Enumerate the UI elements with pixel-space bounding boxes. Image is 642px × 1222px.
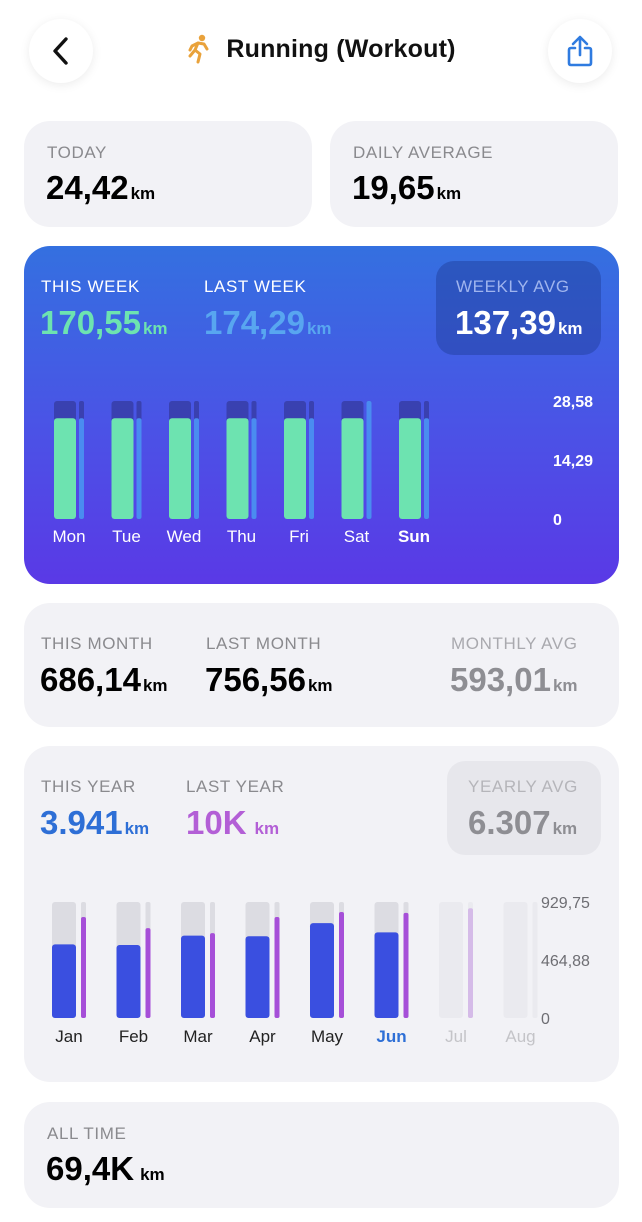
bar-previous-Feb[interactable] bbox=[145, 928, 151, 1018]
today-label: TODAY bbox=[47, 143, 107, 162]
category-label-Mar: Mar bbox=[183, 1027, 213, 1046]
monthly-average-value: 593,01 km bbox=[450, 661, 578, 698]
bar-current-Sat[interactable] bbox=[341, 418, 364, 519]
header: Running (Workout) bbox=[0, 0, 642, 104]
weekly-bar-chart: Mon Tue Wed Thu Fri Sat Sun 28,58 14,29 0 bbox=[52, 394, 593, 546]
category-label-Wed: Wed bbox=[167, 527, 202, 546]
monthly-bar-chart: Jan Feb Mar Apr May Jun Jul Aug 929,75 464,88 0 bbox=[52, 895, 590, 1046]
bar-previous-Mon[interactable] bbox=[79, 418, 84, 519]
bar-previous-Fri[interactable] bbox=[309, 418, 314, 519]
last-year-label: LAST YEAR bbox=[186, 777, 285, 796]
category-label-Sun: Sun bbox=[398, 527, 430, 546]
share-icon bbox=[567, 35, 593, 67]
this-month-label: THIS MONTH bbox=[41, 634, 153, 653]
bar-current-Jun[interactable] bbox=[374, 932, 399, 1018]
category-label-May: May bbox=[311, 1027, 344, 1046]
weekly-average-label: WEEKLY AVG bbox=[456, 277, 570, 296]
bar-previous-Apr[interactable] bbox=[274, 916, 280, 1018]
bar-previous-Sun[interactable] bbox=[424, 418, 429, 519]
last-week-value: 174,29 km bbox=[204, 304, 332, 341]
bar-current-Fri[interactable] bbox=[284, 418, 306, 519]
this-year-value: 3.941 km bbox=[40, 804, 150, 841]
category-label-Fri: Fri bbox=[289, 527, 309, 546]
this-week-value: 170,55 km bbox=[40, 304, 168, 341]
this-month-value: 686,14 km bbox=[40, 661, 168, 698]
last-week-label: LAST WEEK bbox=[204, 277, 307, 296]
yearly-average-label: YEARLY AVG bbox=[468, 777, 578, 796]
yearly-average-box: YEARLY AVG 6.307 km bbox=[447, 761, 601, 855]
category-label-Feb: Feb bbox=[119, 1027, 148, 1046]
today-card[interactable]: TODAY 24,42 km bbox=[24, 121, 312, 227]
bar-previous-Tue[interactable] bbox=[136, 418, 142, 519]
capacity-track-prev-Aug bbox=[532, 902, 538, 1018]
bar-previous-May[interactable] bbox=[339, 911, 344, 1018]
category-label-Sat: Sat bbox=[344, 527, 370, 546]
category-label-Thu: Thu bbox=[227, 527, 256, 546]
bar-current-Mon[interactable] bbox=[54, 418, 76, 519]
monthly-average-label: MONTHLY AVG bbox=[451, 634, 578, 653]
category-label-Jan: Jan bbox=[55, 1027, 82, 1046]
bar-current-Thu[interactable] bbox=[226, 418, 249, 519]
capacity-track-Aug bbox=[503, 902, 528, 1018]
bar-current-Sun[interactable] bbox=[399, 418, 421, 519]
chevron-left-icon bbox=[53, 37, 68, 65]
share-button[interactable] bbox=[548, 19, 612, 83]
y-tick-label: 929,75 bbox=[541, 895, 590, 912]
page-title: Running (Workout) bbox=[226, 34, 456, 63]
category-label-Apr: Apr bbox=[249, 1027, 276, 1046]
category-label-Aug: Aug bbox=[505, 1027, 535, 1046]
title-row: Running (Workout) bbox=[0, 34, 642, 64]
category-label-Jun: Jun bbox=[376, 1027, 406, 1046]
all-time-value: 69,4K km bbox=[46, 1150, 165, 1187]
this-week-label: THIS WEEK bbox=[41, 277, 140, 296]
category-label-Mon: Mon bbox=[52, 527, 85, 546]
category-label-Jul: Jul bbox=[445, 1027, 467, 1046]
weekly-average-box: WEEKLY AVG 137,39 km bbox=[436, 261, 601, 355]
daily-average-card[interactable]: DAILY AVERAGE 19,65 km bbox=[330, 121, 618, 227]
bar-current-May[interactable] bbox=[310, 923, 334, 1018]
bar-previous-Jul[interactable] bbox=[468, 908, 473, 1018]
last-month-value: 756,56 km bbox=[205, 661, 333, 698]
bar-current-Feb[interactable] bbox=[116, 945, 141, 1018]
bar-current-Wed[interactable] bbox=[169, 418, 191, 519]
running-figure-icon bbox=[188, 34, 209, 64]
y-tick-label: 0 bbox=[541, 1011, 550, 1028]
bar-previous-Jan[interactable] bbox=[81, 916, 86, 1018]
all-time-label: ALL TIME bbox=[47, 1124, 127, 1143]
last-month-label: LAST MONTH bbox=[206, 634, 322, 653]
y-tick-label: 464,88 bbox=[541, 953, 590, 970]
bar-current-Apr[interactable] bbox=[245, 936, 270, 1018]
y-tick-label: 0 bbox=[553, 512, 562, 529]
today-value: 24,42 km bbox=[46, 169, 156, 206]
bar-current-Jan[interactable] bbox=[52, 944, 76, 1018]
weekly-average-value: 137,39 km bbox=[455, 304, 583, 341]
category-label-Tue: Tue bbox=[112, 527, 141, 546]
bar-previous-Jun[interactable] bbox=[403, 912, 409, 1018]
back-button[interactable] bbox=[29, 19, 93, 83]
capacity-track-prev-Jul bbox=[468, 902, 473, 1018]
bar-previous-Mar[interactable] bbox=[210, 933, 215, 1018]
bar-previous-Thu[interactable] bbox=[251, 418, 257, 519]
bar-current-Tue[interactable] bbox=[111, 418, 134, 519]
daily-average-label: DAILY AVERAGE bbox=[353, 143, 494, 162]
y-tick-label: 14,29 bbox=[553, 453, 593, 470]
capacity-track-Jul bbox=[439, 902, 463, 1018]
last-year-value: 10K km bbox=[186, 804, 280, 841]
bar-previous-Sat[interactable] bbox=[366, 401, 372, 519]
all-time-card[interactable]: ALL TIME 69,4K km bbox=[24, 1102, 619, 1208]
bar-current-Mar[interactable] bbox=[181, 935, 205, 1018]
this-year-label: THIS YEAR bbox=[41, 777, 136, 796]
daily-average-value: 19,65 km bbox=[352, 169, 462, 206]
month-card[interactable]: THIS MONTH 686,14 km LAST MONTH 756,56 km … bbox=[24, 603, 619, 727]
y-tick-label: 28,58 bbox=[553, 394, 593, 411]
bar-previous-Wed[interactable] bbox=[194, 418, 199, 519]
year-card[interactable]: THIS YEAR 3.941 km LAST YEAR 10K km YEARLY… bbox=[24, 746, 619, 1082]
week-card[interactable]: THIS WEEK 170,55 km LAST WEEK 174,29 km WE… bbox=[24, 246, 619, 584]
yearly-average-value: 6.307 km bbox=[468, 804, 578, 841]
